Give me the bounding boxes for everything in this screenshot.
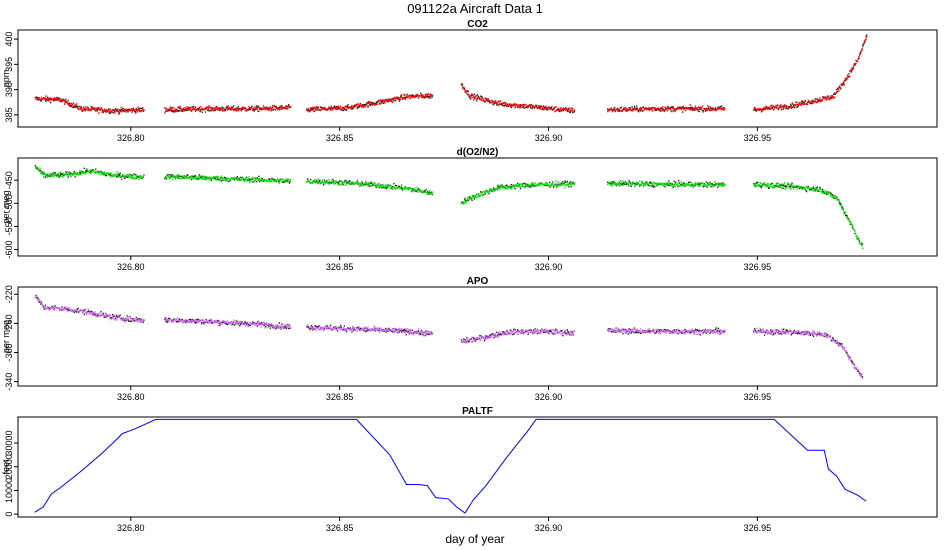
y-tick-label: 390 xyxy=(4,82,14,97)
x-tick-label: 326.80 xyxy=(117,133,145,143)
series-segment-3 xyxy=(306,324,433,337)
x-tick-label: 326.95 xyxy=(744,392,772,402)
series-segment-1 xyxy=(34,165,145,181)
series-segment-2 xyxy=(164,317,291,330)
x-tick-label: 326.80 xyxy=(117,262,145,272)
series-segment-5 xyxy=(607,180,726,189)
scatter-points xyxy=(306,178,433,196)
y-tick-label: -340 xyxy=(4,373,14,391)
x-tick-label: 326.90 xyxy=(535,133,563,143)
x-tick-label: 326.95 xyxy=(744,133,772,143)
y-axis-label: per meg xyxy=(1,320,11,353)
panel-title: APO xyxy=(467,276,489,287)
scatter-points xyxy=(607,327,726,336)
y-axis-label: feet xyxy=(1,459,11,475)
series-segment-2 xyxy=(164,173,291,185)
y-tick-label: -220 xyxy=(4,285,14,303)
scatter-points xyxy=(607,104,726,113)
panel-frame xyxy=(17,29,938,128)
panel-1: CO2 326.80 326.85 326.90 326.95 385 390 395 400 p… xyxy=(1,19,938,143)
x-tick-label: 326.85 xyxy=(326,133,354,143)
y-tick-label: -450 xyxy=(4,171,14,189)
series-segment-3 xyxy=(306,178,433,196)
scatter-points-dark xyxy=(753,328,864,378)
scatter-points-dark xyxy=(164,317,291,330)
series-segment-4 xyxy=(460,328,575,344)
scatter-points xyxy=(460,83,575,114)
scatter-points xyxy=(34,165,145,180)
panel-4: PALTF 326.80 326.85 326.90 326.95 0 1000020000… xyxy=(1,406,938,533)
x-tick-label: 326.85 xyxy=(326,262,354,272)
y-tick-label: -500 xyxy=(4,194,14,212)
scatter-points-dark xyxy=(306,178,433,196)
paltf-line xyxy=(34,418,867,514)
x-tick-label: 326.80 xyxy=(117,392,145,402)
x-tick-label: 326.80 xyxy=(117,523,145,533)
x-axis-label: day of year xyxy=(445,532,504,546)
panel-frame xyxy=(17,286,938,387)
plot-area xyxy=(34,418,867,514)
scatter-points-dark xyxy=(753,181,864,245)
panel-frame xyxy=(17,416,938,518)
y-tick-label: -600 xyxy=(4,241,14,259)
plot-area xyxy=(34,294,864,379)
panel-frame xyxy=(17,157,938,257)
scatter-points xyxy=(34,95,145,114)
scatter-points-dark xyxy=(34,96,145,115)
x-tick-label: 326.90 xyxy=(535,392,563,402)
y-tick-label: 10000 xyxy=(4,478,14,503)
plot-area xyxy=(34,165,864,250)
scatter-points xyxy=(460,328,575,344)
series-segment-5 xyxy=(607,104,726,113)
scatter-points xyxy=(753,327,864,379)
panel-title: CO2 xyxy=(467,19,488,30)
series-segment-6 xyxy=(753,34,868,113)
panels-container: CO2 326.80 326.85 326.90 326.95 385 390 395 400 p… xyxy=(1,19,938,533)
y-tick-label: -550 xyxy=(4,217,14,235)
y-axis-label: ppm xyxy=(1,70,11,88)
series-segment-6 xyxy=(753,181,864,250)
y-tick-label: 30000 xyxy=(4,431,14,456)
y-tick-label: 20000 xyxy=(4,454,14,479)
scatter-points xyxy=(34,295,145,323)
x-tick-label: 326.85 xyxy=(326,523,354,533)
y-tick-label: -260 xyxy=(4,314,14,332)
x-tick-label: 326.85 xyxy=(326,392,354,402)
series-segment-1 xyxy=(34,95,145,115)
x-tick-label: 326.95 xyxy=(744,523,772,533)
figure-title: 091122a Aircraft Data 1 xyxy=(407,1,543,16)
y-tick-label: 385 xyxy=(4,107,14,122)
y-tick-label: 395 xyxy=(4,57,14,72)
scatter-points xyxy=(607,180,726,189)
series-segment-3 xyxy=(306,92,433,113)
panel-title: d(O2/N2) xyxy=(457,147,499,158)
series-segment-5 xyxy=(607,327,726,336)
series-segment-4 xyxy=(460,180,575,205)
scatter-points xyxy=(164,104,291,114)
scatter-points xyxy=(460,180,575,205)
x-tick-label: 326.90 xyxy=(535,262,563,272)
panel-3: APO 326.80 326.85 326.90 326.95 -220 -260 -300 -… xyxy=(1,276,938,402)
scatter-points xyxy=(306,324,433,337)
x-tick-label: 326.90 xyxy=(535,523,563,533)
panel-title: PALTF xyxy=(462,406,493,417)
series-segment-2 xyxy=(164,104,291,114)
y-tick-label: 0 xyxy=(4,512,14,517)
panel-2: d(O2/N2) 326.80 326.85 326.90 326.95 -450 -500… xyxy=(1,147,938,272)
scatter-points-dark xyxy=(753,34,868,113)
scatter-points xyxy=(753,35,868,112)
series-segment-6 xyxy=(753,327,864,379)
scatter-points xyxy=(164,317,291,330)
scatter-points xyxy=(753,182,864,250)
x-tick-label: 326.95 xyxy=(744,262,772,272)
y-axis-label: per meg xyxy=(1,190,11,223)
y-tick-label: -300 xyxy=(4,344,14,362)
scatter-points xyxy=(306,93,433,113)
scatter-points xyxy=(164,173,291,185)
series-segment-1 xyxy=(34,294,145,324)
plot-area xyxy=(34,34,868,115)
y-tick-label: 400 xyxy=(4,32,14,47)
series-segment-4 xyxy=(460,83,575,114)
